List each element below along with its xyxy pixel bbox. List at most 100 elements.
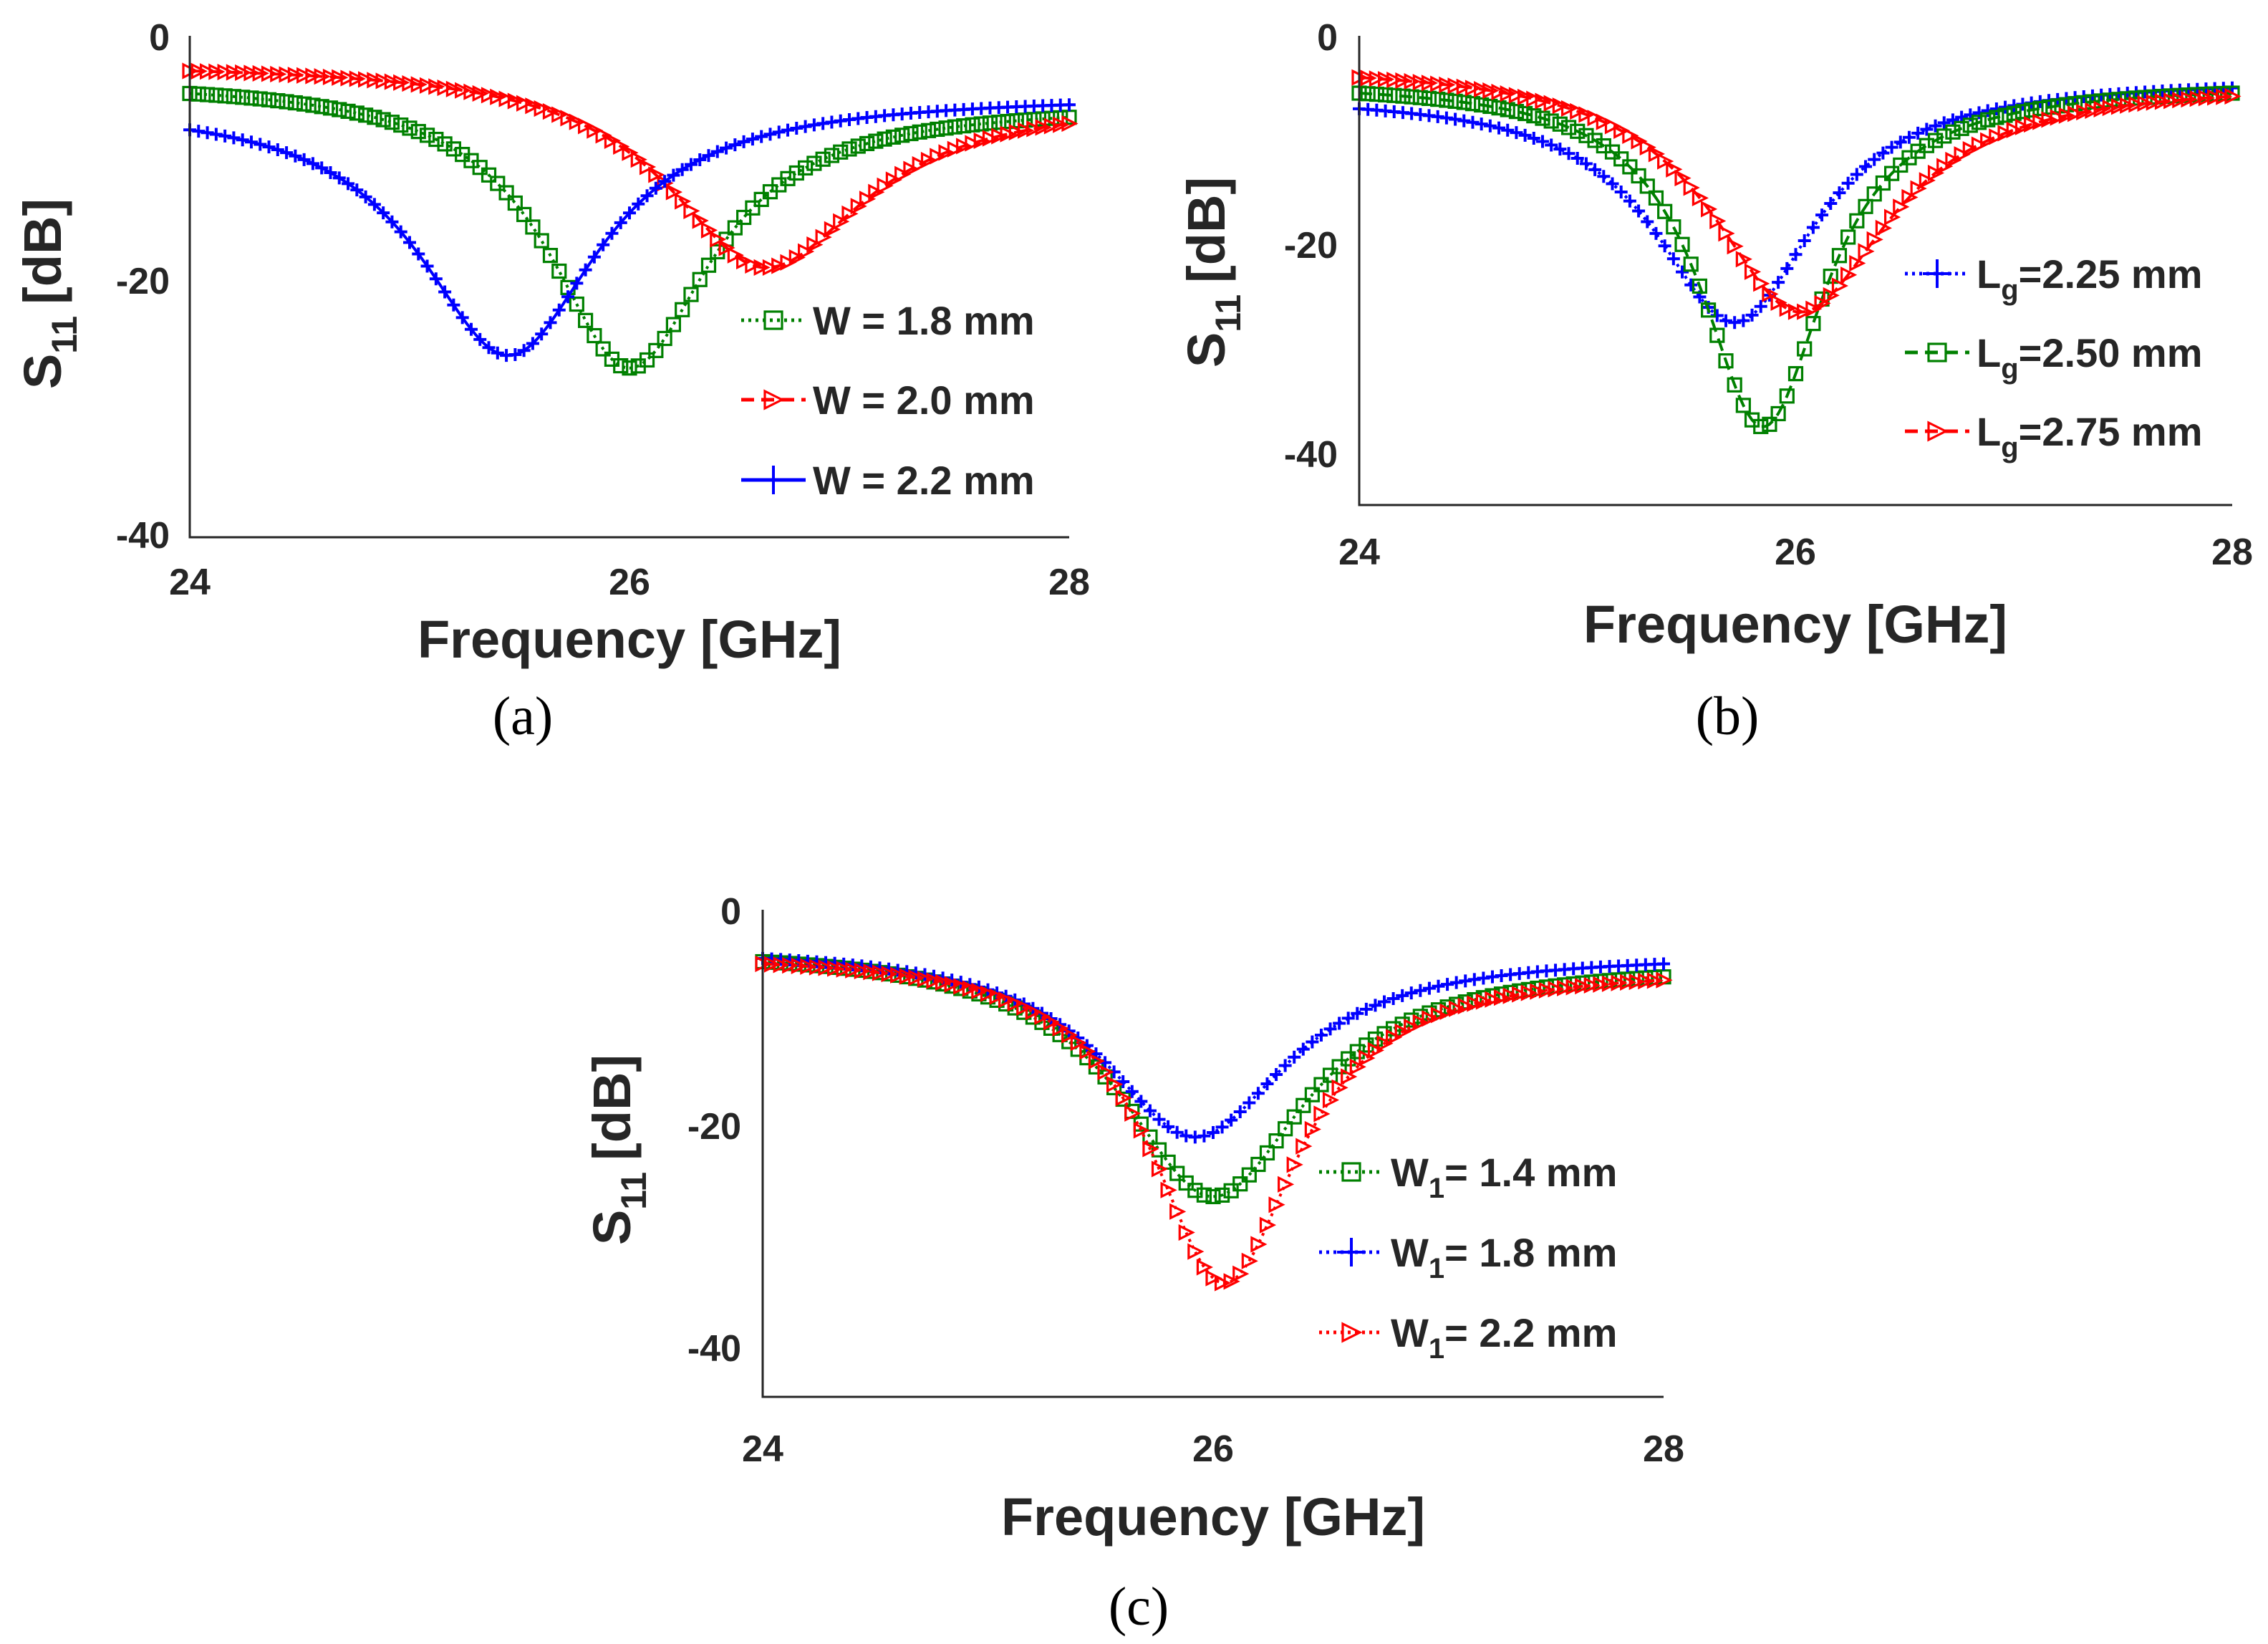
- panel-b-series-2-marker-6: [1404, 72, 1421, 90]
- panel-c-series-0-marker-62: [1313, 1077, 1329, 1092]
- panel-b-series-0-marker-32: [1632, 204, 1646, 218]
- panel-c-series-2-marker-70: [1385, 1029, 1403, 1046]
- panel-c-series-0-marker-55: [1250, 1156, 1266, 1173]
- panel-a-series-0-marker-81: [894, 128, 910, 143]
- panel-b-series-1-marker-80: [2050, 98, 2065, 114]
- panel-b-series-2-marker-58: [1858, 243, 1875, 260]
- panel-a-series-2-marker-22: [377, 206, 390, 220]
- panel-c-series-2-marker-38: [1097, 1063, 1114, 1081]
- panel-c-ylabel-unit: [dB]: [582, 1054, 642, 1160]
- panel-b-series-2-marker-4: [1386, 71, 1404, 89]
- panel-b-series-0-marker-25: [1570, 152, 1584, 165]
- panel-b-series-1-marker-46: [1753, 418, 1769, 435]
- panel-a-series-1-marker-1: [190, 62, 208, 80]
- panel-a-xtick-1: 26: [609, 562, 650, 603]
- panel-a-series-2-marker-35: [491, 346, 504, 360]
- panel-a-series-1-marker-67: [771, 257, 788, 274]
- panel-a-series-0-marker-44: [569, 296, 584, 312]
- panel-b-series-2-marker-22: [1543, 95, 1560, 112]
- panel-b-series-2-marker-46: [1753, 275, 1770, 292]
- panel-b-series-1-marker-57: [1849, 213, 1865, 229]
- panel-b-series-1-marker-39: [1692, 278, 1708, 294]
- panel-a-series-0-marker-12: [287, 95, 303, 111]
- panel-b-series-1-marker-51: [1797, 341, 1813, 357]
- panel-a-series-1-marker-59: [700, 221, 718, 239]
- panel-a-ytick-2: -40: [116, 515, 170, 557]
- panel-b-series-1-marker-55: [1831, 248, 1848, 264]
- panel-b-series-1-marker-79: [2041, 99, 2057, 115]
- panel-c-series-2-marker-39: [1106, 1076, 1124, 1093]
- panel-c-series-2-marker-55: [1250, 1236, 1268, 1253]
- panel-b-series-2-marker-63: [1901, 188, 1919, 206]
- panel-c-series-2-marker-3: [782, 957, 799, 974]
- panel-a-series-1-marker-68: [780, 254, 797, 271]
- panel-c-series-0-marker-54: [1241, 1167, 1257, 1183]
- panel-b-series-2-marker-75: [2006, 121, 2023, 138]
- panel-a-series-1-marker-7: [243, 64, 261, 82]
- panel-a-series-2-marker-12: [289, 149, 302, 163]
- panel-c-series-2-marker-81: [1485, 991, 1502, 1008]
- panel-c-series-2-marker-40: [1115, 1090, 1132, 1107]
- panel-c-series-2-marker-50: [1205, 1269, 1222, 1287]
- panel-b-legend-swatch-0: [1905, 259, 1969, 288]
- panel-c-series-1-marker-73: [1414, 984, 1427, 997]
- panel-c-series-2-marker-42: [1133, 1122, 1150, 1139]
- panel-b-series-1-marker-32: [1631, 168, 1646, 184]
- panel-b-series-2-marker-87: [2110, 98, 2128, 115]
- panel-a-series-0-marker-45: [577, 312, 594, 328]
- panel-a-series-2-marker-62: [728, 138, 742, 152]
- panel-b-series-2-marker-74: [1997, 125, 2014, 142]
- panel-b-series-1-marker-72: [1980, 112, 1996, 128]
- panel-a-series-1-marker-96: [1026, 120, 1043, 138]
- panel-a-series-1-marker-52: [639, 158, 657, 176]
- panel-a-series-0-marker-29: [437, 136, 453, 152]
- panel-c-series-2-marker-17: [908, 969, 925, 986]
- panel-a-legend-label-2: W = 2.2 mm: [813, 458, 1035, 503]
- panel-a-series-0-marker-40: [534, 233, 549, 249]
- panel-a-series-2-marker-46: [587, 250, 601, 264]
- panel-a-series-0-marker-53: [648, 342, 664, 358]
- panel-a-series-1-marker-26: [410, 76, 428, 93]
- panel-a-legend-swatch-0: [741, 310, 806, 330]
- panel-b-series-2-marker-99: [2216, 88, 2233, 105]
- panel-b-series-2-marker-88: [2120, 97, 2137, 114]
- panel-a-series-1-marker-58: [692, 212, 709, 229]
- panel-a-series-1-marker-82: [903, 160, 920, 178]
- panel-c-series-2-marker-5: [800, 958, 817, 975]
- panel-b-series-1-marker-42: [1718, 353, 1734, 369]
- panel-b-series-0-marker-54: [1824, 196, 1838, 210]
- panel-a-series-0-marker-39: [525, 219, 541, 235]
- panel-c-series-2-marker-56: [1259, 1216, 1277, 1234]
- panel-a-series-0-marker-21: [367, 110, 382, 125]
- panel-b-ytick-2: -40: [1284, 434, 1338, 476]
- panel-a-series-0-marker-22: [375, 112, 391, 128]
- panel-a-series-0-marker-6: [235, 90, 251, 105]
- panel-a-series-1-marker-75: [841, 205, 859, 222]
- panel-b-series-0-marker-15: [1483, 119, 1497, 133]
- panel-b-series-0-marker-65: [1920, 122, 1934, 136]
- panel-c-series-2-marker-11: [854, 962, 871, 980]
- panel-a-series-1-marker-60: [710, 231, 727, 248]
- panel-a-series-2-marker-32: [464, 322, 478, 336]
- panel-c-series-2-marker-72: [1404, 1018, 1421, 1036]
- panel-a-series-0-marker-57: [683, 287, 699, 302]
- panel-b-series-1-marker-56: [1840, 229, 1856, 245]
- panel-b-series-2-marker-80: [2050, 109, 2067, 126]
- panel-c-series-2-marker-53: [1232, 1265, 1250, 1282]
- panel-c-series-2-marker-92: [1583, 976, 1601, 994]
- panel-a-series-2-marker-2: [201, 126, 214, 140]
- panel-a-series-2-marker-56: [675, 163, 689, 176]
- panel-c-series-2-marker-86: [1530, 983, 1547, 1000]
- panel-a-series-1-marker-66: [762, 259, 780, 277]
- panel-a-series-0-marker-78: [868, 133, 884, 149]
- panel-a-legend-label-0: W = 1.8 mm: [813, 298, 1035, 343]
- panel-c-series-2-marker-57: [1268, 1196, 1285, 1213]
- panel-b-series-2-marker-64: [1910, 180, 1927, 197]
- panel-b-series-2-marker-70: [1962, 140, 1979, 158]
- panel-c-series-2-marker-25: [980, 985, 998, 1002]
- panel-b-series-0-marker-52: [1806, 221, 1820, 234]
- panel-c-series-2-marker-21: [944, 976, 961, 993]
- panel-c-series-2-marker-32: [1043, 1014, 1061, 1031]
- panel-a-series-1-marker-55: [665, 183, 682, 201]
- panel-b-series-2-marker-31: [1622, 127, 1639, 144]
